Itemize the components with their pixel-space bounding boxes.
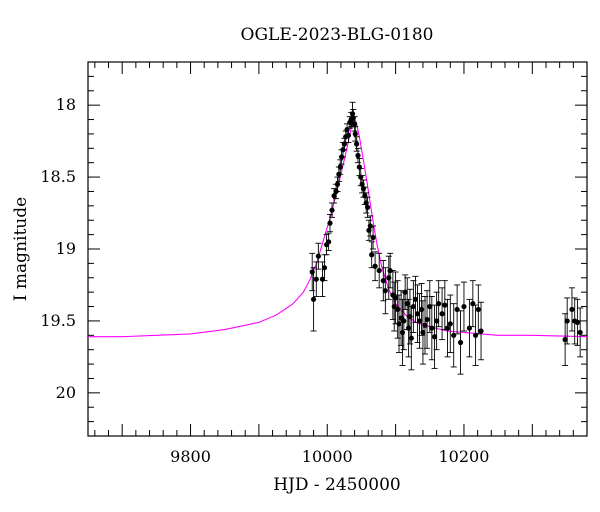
plot-area xyxy=(87,61,588,437)
data-point xyxy=(478,328,484,334)
data-point xyxy=(439,311,445,317)
data-point xyxy=(354,141,360,147)
data-point xyxy=(376,267,382,274)
data-point xyxy=(457,339,464,346)
data-point xyxy=(309,269,315,275)
data-point xyxy=(418,306,425,313)
data-point xyxy=(407,314,413,320)
data-point xyxy=(369,252,375,258)
data-point xyxy=(402,289,408,295)
data-point xyxy=(414,311,421,317)
data-point xyxy=(380,278,386,284)
data-point xyxy=(461,303,467,310)
data-point xyxy=(382,288,388,294)
data-point xyxy=(427,303,433,310)
data-point xyxy=(337,164,343,170)
data-point xyxy=(408,335,414,341)
data-point xyxy=(355,152,361,159)
data-point xyxy=(329,207,335,213)
data-point xyxy=(364,204,371,210)
x-tick-label: 10200 xyxy=(439,447,490,466)
data-point xyxy=(370,234,376,241)
chart-title: OGLE-2023-BLG-0180 xyxy=(241,25,434,45)
data-point xyxy=(321,265,328,271)
data-point xyxy=(420,329,426,336)
y-axis-label: I magnitude xyxy=(11,197,31,301)
data-point xyxy=(401,318,407,324)
data-point xyxy=(442,302,448,308)
data-point xyxy=(447,321,453,327)
data-point xyxy=(577,329,583,336)
data-point xyxy=(574,319,581,325)
x-tick-label: 10000 xyxy=(302,447,353,466)
data-point xyxy=(429,325,435,331)
data-point xyxy=(327,220,333,226)
y-tick-label: 20 xyxy=(56,383,76,402)
data-point xyxy=(315,253,321,259)
data-point xyxy=(352,131,358,137)
axis-ticks xyxy=(88,62,588,437)
plot-frame xyxy=(87,61,588,437)
data-point xyxy=(431,334,438,340)
data-point xyxy=(399,329,406,336)
data-point xyxy=(310,296,317,302)
data-point xyxy=(444,325,451,331)
data-point xyxy=(564,318,570,324)
data-point xyxy=(326,239,332,245)
data-point xyxy=(396,321,402,327)
data-point xyxy=(351,121,358,127)
data-point xyxy=(395,306,401,313)
data-point xyxy=(434,318,440,324)
data-point xyxy=(405,325,412,331)
data-point xyxy=(393,295,399,301)
data-point xyxy=(422,322,428,328)
y-tick-labels: 18 18.5 19 19.5 20 xyxy=(40,95,76,402)
data-points-layer xyxy=(309,101,584,375)
data-point xyxy=(372,263,378,269)
data-point xyxy=(562,337,568,343)
data-point xyxy=(386,275,392,281)
x-tick-labels: 9800 10000 10200 xyxy=(170,447,489,466)
y-tick-label: 19.5 xyxy=(40,311,76,330)
data-point xyxy=(334,181,341,187)
data-point xyxy=(412,296,419,302)
data-point xyxy=(416,318,423,324)
data-point xyxy=(410,303,416,310)
data-point xyxy=(313,276,319,282)
data-point xyxy=(331,193,337,199)
data-point xyxy=(475,306,481,313)
y-tick-label: 18.5 xyxy=(40,167,76,186)
data-point xyxy=(569,306,575,313)
model-curve xyxy=(88,114,588,338)
x-tick-label: 9800 xyxy=(170,447,211,466)
model-curve-layer xyxy=(88,114,588,338)
x-axis-label: HJD - 2450000 xyxy=(273,475,401,495)
data-point xyxy=(345,132,352,138)
data-point xyxy=(404,301,410,307)
data-point xyxy=(424,316,430,323)
data-point xyxy=(436,301,442,307)
y-tick-label: 19 xyxy=(56,239,76,258)
data-point xyxy=(349,111,356,117)
y-tick-label: 18 xyxy=(56,95,76,114)
